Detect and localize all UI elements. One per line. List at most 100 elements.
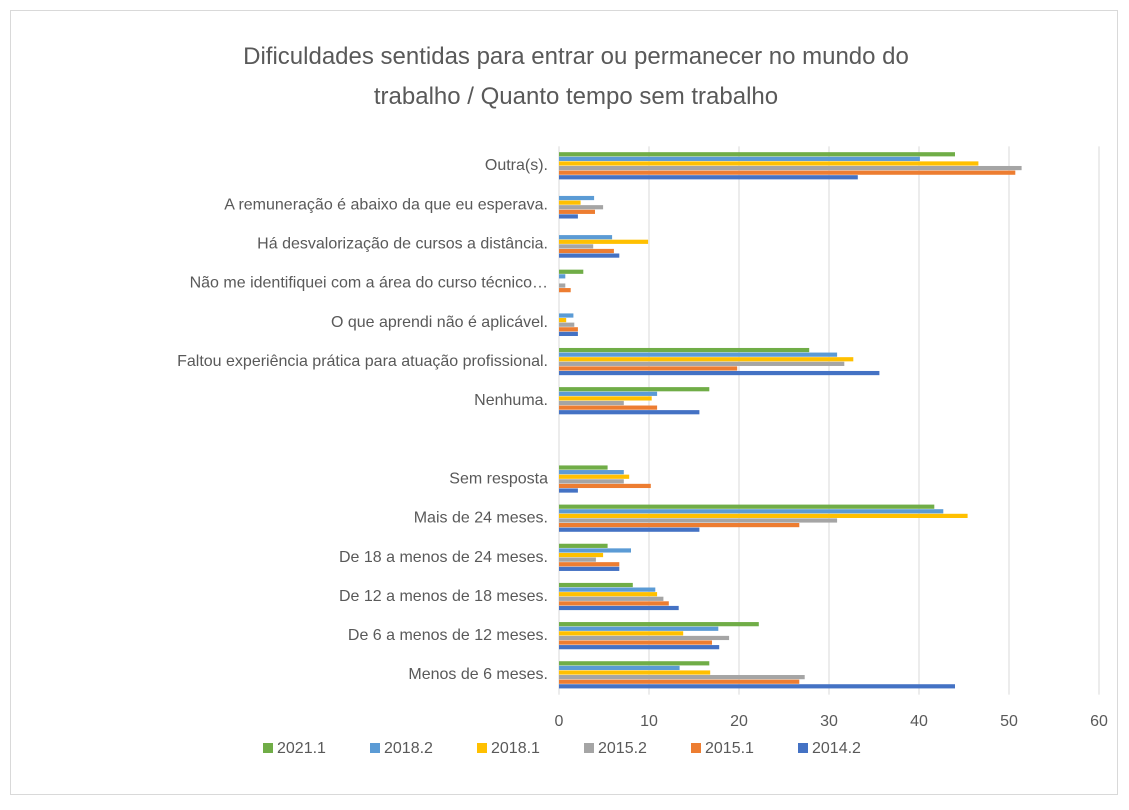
bar (559, 244, 594, 249)
bar (559, 195, 595, 201)
bar (559, 470, 624, 475)
bar (559, 152, 955, 157)
bar (559, 522, 800, 528)
bar (559, 175, 858, 180)
y-tick-label: Não me identifiquei com a área do curso … (190, 275, 548, 292)
bar (559, 387, 710, 392)
legend-label: 2018.2 (384, 740, 433, 757)
y-tick-label: A remuneração é abaixo da que eu esperav… (224, 196, 548, 213)
bar (559, 670, 711, 675)
bar (559, 601, 669, 606)
bar (559, 366, 738, 371)
y-tick-label: O que aprendi não é aplicável. (331, 314, 548, 331)
bar (559, 209, 595, 214)
bar (559, 235, 613, 240)
bar (559, 352, 838, 357)
y-tick-label: Mais de 24 meses. (414, 510, 548, 527)
bar (559, 518, 838, 523)
bar (559, 357, 854, 362)
bar (559, 253, 620, 258)
bar (559, 684, 955, 689)
bar (559, 605, 679, 611)
bar (559, 347, 810, 353)
y-tick-label: Outra(s). (485, 157, 548, 174)
bar (559, 161, 979, 166)
x-tick-label: 50 (1000, 713, 1018, 730)
bar (559, 156, 920, 161)
bar (559, 552, 604, 558)
y-tick-label: De 12 a menos de 18 meses. (339, 588, 548, 605)
bar (559, 170, 1016, 175)
x-tick-label: 60 (1090, 713, 1108, 730)
bar (559, 587, 656, 592)
chart-title: Dificuldades sentidas para entrar ou per… (243, 43, 909, 110)
bar (559, 582, 633, 588)
bar (559, 592, 658, 597)
legend-swatch (691, 743, 701, 753)
legend-swatch (584, 743, 594, 753)
bar (559, 269, 584, 274)
legend-label: 2018.1 (491, 740, 540, 757)
bar (559, 214, 578, 219)
bar (559, 513, 968, 518)
bar (559, 488, 578, 493)
bar (559, 370, 880, 376)
bar (559, 274, 566, 279)
bar (559, 322, 575, 327)
bar (559, 465, 608, 470)
legend-label: 2014.2 (812, 740, 861, 757)
y-tick-label: Menos de 6 meses. (408, 666, 548, 683)
bar (559, 543, 608, 548)
bar (559, 596, 664, 601)
legend-swatch (263, 743, 273, 753)
bar (559, 327, 578, 332)
bar (559, 400, 624, 406)
legend-label: 2021.1 (277, 740, 326, 757)
bar (559, 504, 935, 509)
y-tick-label: De 6 a menos de 12 meses. (348, 627, 548, 644)
bar (559, 288, 571, 293)
bar (559, 640, 712, 645)
bar (559, 566, 620, 571)
x-tick-label: 20 (730, 713, 748, 730)
y-tick-label: De 18 a menos de 24 meses. (339, 549, 548, 566)
bar (559, 479, 624, 484)
x-tick-label: 10 (640, 713, 658, 730)
y-tick-label: Sem resposta (449, 470, 548, 487)
bar (559, 474, 630, 479)
bar (559, 665, 680, 671)
bar (559, 313, 574, 318)
bar (559, 509, 944, 514)
bar (559, 626, 719, 631)
bar (559, 631, 684, 636)
bar (559, 679, 800, 684)
bar (559, 248, 614, 254)
bar (559, 562, 620, 567)
bar (559, 410, 700, 415)
y-tick-label: Há desvalorização de cursos a distância. (257, 236, 548, 253)
legend-label: 2015.2 (598, 740, 647, 757)
bar (559, 318, 567, 323)
bar (559, 622, 759, 627)
bar (559, 200, 581, 205)
bar (559, 396, 652, 401)
bar (559, 391, 658, 396)
bar (559, 405, 658, 410)
bar (559, 645, 720, 650)
x-tick-label: 40 (910, 713, 928, 730)
y-tick-label: Faltou experiência prática para atuação … (177, 353, 548, 370)
bar (559, 527, 700, 532)
legend-label: 2015.1 (705, 740, 754, 757)
bar (559, 165, 1022, 171)
bar (559, 283, 566, 288)
bar (559, 661, 710, 666)
bar (559, 557, 596, 562)
legend-swatch (798, 743, 808, 753)
x-tick-label: 0 (555, 713, 564, 730)
bar (559, 675, 805, 680)
bar (559, 205, 604, 210)
y-tick-label: Nenhuma. (474, 392, 548, 409)
bar (559, 483, 651, 489)
legend-swatch (370, 743, 380, 753)
